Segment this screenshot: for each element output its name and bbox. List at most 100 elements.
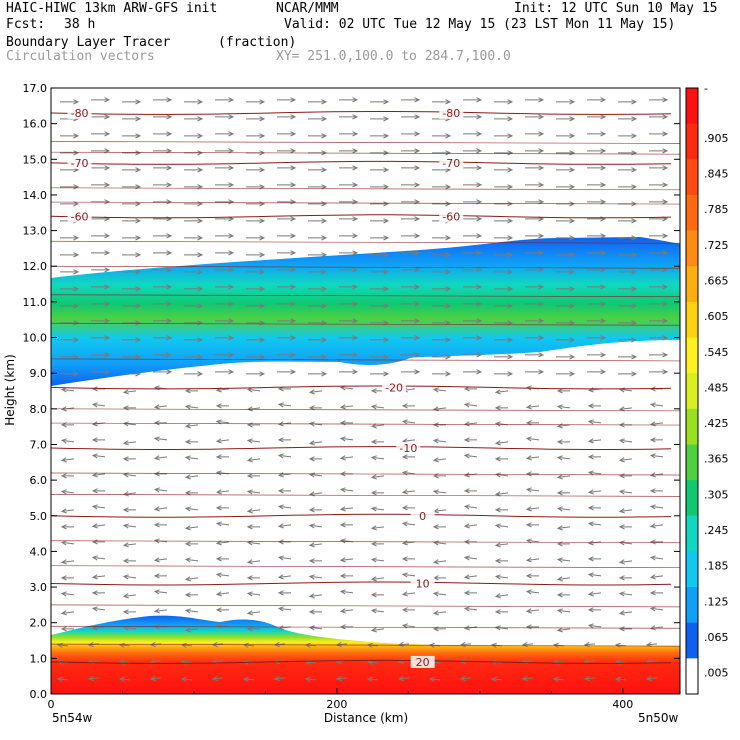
circulation-vector <box>153 182 173 188</box>
circulation-vector <box>556 286 576 292</box>
temperature-contour-label: -70 <box>442 157 460 170</box>
circulation-vector <box>215 301 235 307</box>
circulation-vector <box>587 318 607 324</box>
colorbar-swatch <box>686 408 698 445</box>
colorbar-swatch <box>686 622 698 659</box>
circulation-vector <box>587 250 607 256</box>
circulation-vector <box>494 440 509 446</box>
colorbar-frame <box>685 87 699 695</box>
circulation-vector <box>556 184 576 190</box>
circulation-vector <box>401 97 421 103</box>
circulation-vector <box>277 369 297 375</box>
circulation-vector <box>215 419 230 425</box>
x-axis: 0 200 400 <box>48 688 633 711</box>
y-tick-label: 10.0 <box>23 332 48 345</box>
circulation-vector <box>277 539 291 545</box>
circulation-vector <box>463 301 483 307</box>
circulation-vector <box>184 235 204 241</box>
circulation-vector <box>649 590 663 596</box>
circulation-vector <box>494 116 514 122</box>
circulation-vector <box>308 593 323 599</box>
circulation-vector <box>277 504 292 510</box>
circulation-vector <box>339 404 354 410</box>
circulation-vector <box>277 267 297 273</box>
colorbar-swatch <box>686 515 698 552</box>
circulation-vector <box>122 507 136 513</box>
circulation-vector <box>587 489 602 495</box>
circulation-vector <box>587 438 602 444</box>
circulation-vector <box>153 369 173 375</box>
circulation-vector <box>277 216 297 222</box>
circulation-vector <box>556 576 571 582</box>
circulation-vector <box>153 318 173 324</box>
y-axis-label: Height (km) <box>3 354 17 425</box>
circulation-vector <box>432 235 452 241</box>
circulation-vector <box>215 284 235 290</box>
circulation-vector <box>122 116 142 122</box>
contour-line-minor <box>50 358 681 362</box>
circulation-vector <box>432 184 452 190</box>
circulation-vector <box>184 592 198 598</box>
circulation-vector <box>494 303 514 309</box>
circulation-vector <box>215 233 235 239</box>
circulation-vector <box>401 182 421 188</box>
circulation-vector <box>494 99 514 105</box>
circulation-vector <box>587 267 607 273</box>
temperature-contours: -80 -80 -70 -70 -60 -60 -20 -10 0 10 20 <box>50 106 681 669</box>
temperature-contour-label: -70 <box>71 157 89 170</box>
colorbar-swatch <box>686 658 698 695</box>
circulation-vector <box>587 454 601 460</box>
circulation-vector <box>184 252 204 258</box>
circulation-vector <box>91 590 105 596</box>
circulation-vector <box>153 608 168 614</box>
circulation-vector <box>463 421 478 427</box>
circulation-vector <box>277 250 297 256</box>
contour-line-minor <box>50 408 681 412</box>
forecast-hour: 38 h <box>64 17 96 32</box>
contour-line-minor <box>50 625 681 629</box>
circulation-vector <box>184 337 204 343</box>
x-axis-label: Distance (km) <box>324 711 408 725</box>
circulation-vector <box>463 131 483 137</box>
circulation-vector <box>246 286 266 292</box>
circulation-vector <box>432 438 447 444</box>
circulation-vector <box>87 675 100 682</box>
circulation-vector <box>60 610 75 616</box>
circulation-vector <box>370 474 385 480</box>
forecast-label: Fcst: <box>6 17 46 32</box>
colorbar-swatch <box>686 480 698 517</box>
circulation-vector <box>556 557 571 563</box>
circulation-vector <box>339 284 359 290</box>
circulation-vector <box>91 523 106 529</box>
circulation-vector <box>556 627 571 633</box>
circulation-vector <box>91 335 111 341</box>
circulation-vector <box>184 608 199 614</box>
circulation-vector <box>242 676 255 682</box>
circulation-vector <box>401 318 421 324</box>
circulation-vector <box>370 592 384 598</box>
circulation-vector <box>153 385 168 391</box>
circulation-vector <box>649 335 669 341</box>
circulation-vector <box>118 642 131 648</box>
circulation-vector <box>215 572 230 578</box>
circulation-vector <box>153 250 173 256</box>
circulation-vector <box>339 557 354 563</box>
circulation-vector <box>246 575 260 581</box>
circulation-vector <box>370 116 390 122</box>
circulation-vector <box>91 199 111 205</box>
circulation-vector <box>246 438 261 444</box>
circulation-vector <box>184 525 199 531</box>
circulation-vector <box>184 557 199 563</box>
circulation-vector <box>556 525 571 531</box>
contour-line-minor <box>50 643 681 647</box>
circulation-vector <box>215 505 229 511</box>
circulation-vector <box>370 184 390 190</box>
contour-label-bg <box>410 655 435 668</box>
circulation-vector <box>463 250 483 256</box>
circulation-vector <box>184 423 199 429</box>
circulation-vector <box>463 148 483 154</box>
circulation-vector <box>308 303 328 309</box>
circulation-vector <box>556 150 576 156</box>
colorbar-label: .545 <box>704 346 729 359</box>
circulation-vector <box>525 487 540 493</box>
